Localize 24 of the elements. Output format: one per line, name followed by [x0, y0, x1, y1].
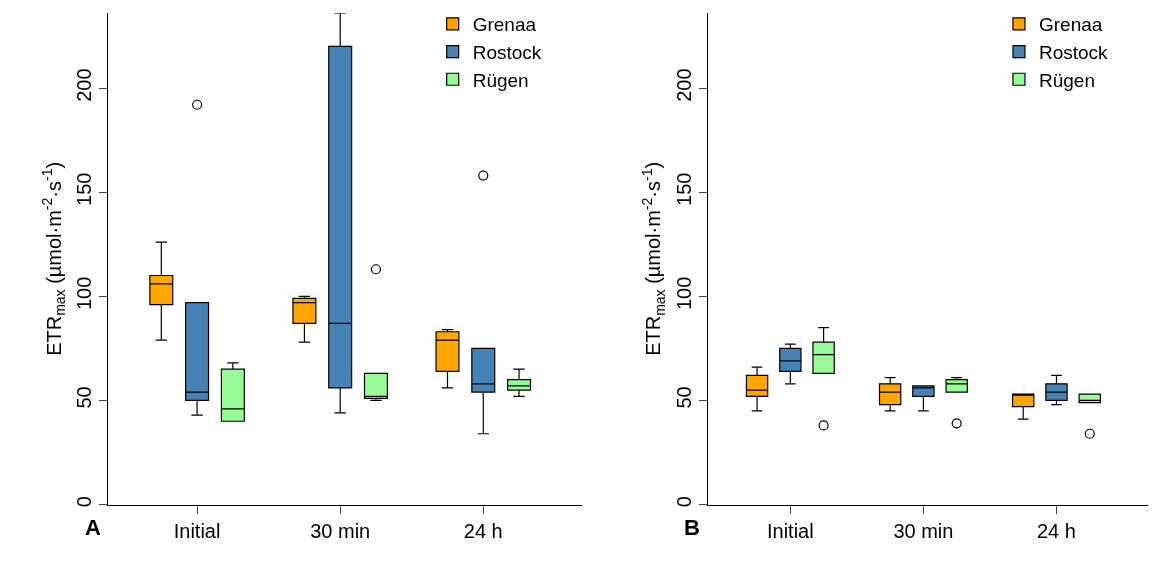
- x-tick-label: Initial: [173, 519, 221, 542]
- legend-label: Rügen: [472, 69, 529, 91]
- y-tick-label: 0: [672, 496, 695, 508]
- y-tick-label: 0: [73, 496, 96, 508]
- x-tick-label: Initial: [766, 519, 814, 542]
- y-tick-label: 200: [73, 68, 96, 102]
- y-tick-label: 50: [73, 386, 96, 409]
- y-tick-label: 100: [672, 276, 695, 311]
- legend-label: Grenaa: [1038, 14, 1103, 36]
- legend-label: Rostock: [472, 41, 542, 63]
- y-tick-label: 150: [73, 172, 96, 206]
- x-tick-label: 30 min: [310, 519, 371, 542]
- legend-label: Rostock: [1038, 41, 1109, 63]
- x-tick-label: 24 h: [1037, 519, 1076, 542]
- x-tick-label: 30 min: [893, 519, 954, 542]
- text: A: [85, 515, 101, 540]
- text: B: [684, 515, 700, 540]
- legend-label: Rügen: [1038, 69, 1095, 91]
- legend-label: Grenaa: [472, 14, 537, 36]
- y-tick-label: 100: [73, 276, 96, 311]
- y-tick-label: 50: [672, 386, 695, 409]
- x-tick-label: 24 h: [463, 519, 503, 542]
- y-tick-label: 150: [672, 172, 695, 206]
- y-tick-label: 200: [672, 68, 695, 102]
